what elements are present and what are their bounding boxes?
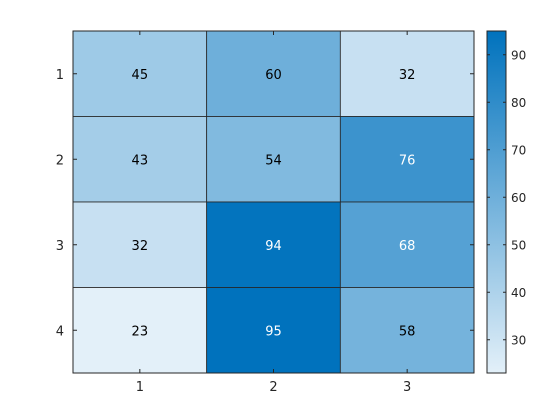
heatmap-cell bbox=[72, 116, 208, 203]
heatmap-cell bbox=[339, 116, 475, 203]
colorbar-tick-label: 80 bbox=[511, 96, 526, 110]
cell-value-label: 32 bbox=[132, 239, 149, 254]
cell-value-label: 54 bbox=[265, 153, 282, 168]
heatmap-cell-labels: 45 60 32 43 54 76 32 94 68 23 95 58 bbox=[132, 68, 416, 340]
colorbar-tick-label: 30 bbox=[511, 333, 526, 347]
y-tick-label: 2 bbox=[56, 153, 64, 168]
x-tick-label: 2 bbox=[269, 380, 277, 395]
heatmap-cell bbox=[72, 30, 208, 117]
y-tick-label: 4 bbox=[56, 324, 64, 339]
heatmap-cell bbox=[72, 287, 208, 374]
cell-value-label: 43 bbox=[132, 153, 149, 168]
y-tick-label: 1 bbox=[56, 68, 64, 83]
heatmap-cell bbox=[339, 287, 475, 374]
colorbar-axis: 30 40 50 60 70 80 90 bbox=[487, 48, 526, 347]
x-tick-label: 1 bbox=[136, 380, 144, 395]
x-axis: 1 2 3 bbox=[136, 31, 411, 395]
heatmap-cell bbox=[206, 201, 341, 288]
x-tick-label: 3 bbox=[403, 380, 411, 395]
cell-value-label: 76 bbox=[399, 153, 416, 168]
heatmap-cell bbox=[206, 30, 341, 117]
cell-value-label: 23 bbox=[132, 324, 149, 339]
cell-value-label: 45 bbox=[132, 68, 149, 83]
colorbar-tick-label: 60 bbox=[511, 191, 526, 205]
colorbar-tick-label: 50 bbox=[511, 238, 526, 252]
cell-value-label: 60 bbox=[265, 68, 282, 83]
heatmap-cells bbox=[72, 30, 475, 374]
cell-value-label: 94 bbox=[265, 239, 282, 254]
cell-value-label: 58 bbox=[399, 324, 416, 339]
colorbar-tick-label: 40 bbox=[511, 286, 526, 300]
y-tick-label: 3 bbox=[56, 239, 64, 254]
cell-value-label: 68 bbox=[399, 239, 416, 254]
cell-value-label: 95 bbox=[265, 324, 282, 339]
colorbar-tick-label: 90 bbox=[511, 48, 526, 62]
heatmap-cell bbox=[206, 116, 341, 203]
cell-value-label: 32 bbox=[399, 68, 416, 83]
colorbar bbox=[486, 30, 507, 374]
colorbar-tick-label: 70 bbox=[511, 143, 526, 157]
